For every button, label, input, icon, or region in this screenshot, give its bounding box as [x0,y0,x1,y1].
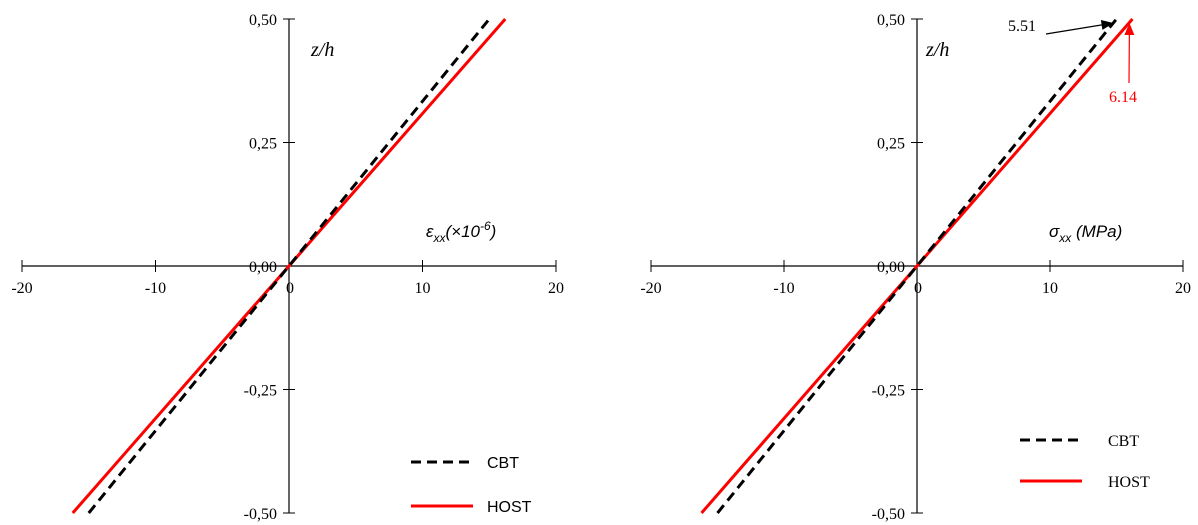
panel-2-series-cbt-line [716,18,1118,514]
panel-2-annotation-arrowhead [1100,19,1114,30]
panel-2-y-tick-label: 0,25 [877,136,905,153]
panel-2-annotation-label: 5.51 [1008,18,1036,35]
panel-2-y-tick-label: 0,00 [877,259,905,276]
panel-2-legend-label-cbt: CBT [1108,433,1139,450]
panel-2-annotation-arrowhead [1124,23,1135,36]
panel-1-y-tick-label: -0,50 [244,506,277,523]
panel-2-x-tick-label: -10 [773,280,794,297]
panel-2-y-tick-label: -0,50 [872,506,905,523]
panel-1-x-tick-label: -20 [11,280,32,297]
panel-1-x-axis-label: εxx(×10-6) [426,219,496,245]
panel-2-x-tick-label: 0 [914,280,922,297]
panel-1-x-tick-label: 10 [415,280,431,297]
panel-2-x-tick-label: -20 [640,280,661,297]
panel-2-x-axis-label: σxx (MPa) [1049,222,1122,245]
panel-2-y-axis-label: z/h [925,39,949,61]
panel-1-y-tick-label: -0,25 [244,383,277,400]
panel-2-series-host-line [700,18,1134,514]
panel-2-x-tick-label: 10 [1042,280,1058,297]
panel-1-x-tick-label: 20 [548,280,564,297]
panel-2-legend-label-host: HOST [1108,474,1150,491]
panel-2-annotation-label: 6.14 [1109,89,1137,106]
panel-2-y-tick-label: 0,50 [877,12,905,29]
panel-1-y-tick-label: 0,50 [249,12,277,29]
panel-2: -20 -10 0 10 20 0,50 0,25 0,00 -0,25 -0,50 z/h σxx … [640,12,1191,523]
panel-1-x-tick-label: 0 [286,280,294,297]
panel-1-x-tick-label: -10 [145,280,166,297]
panel-1-series-cbt-line [87,18,491,514]
panel-2-y-tick-label: -0,25 [872,383,905,400]
panel-1-y-tick-label: 0,25 [249,136,277,153]
panel-2-x-tick-label: 20 [1175,280,1191,297]
panel-1-legend-label-cbt: CBT [487,455,519,472]
panel-1-legend-label-host: HOST [487,499,532,516]
panel-1-y-axis-label: z/h [310,39,334,61]
panel-1-series-host-line [71,18,507,514]
panel-1-y-tick-label: 0,00 [249,259,277,276]
panel-1: -20 -10 0 10 20 0,50 0,25 0,00 -0,25 -0,50 z/h εxx(… [11,12,564,523]
